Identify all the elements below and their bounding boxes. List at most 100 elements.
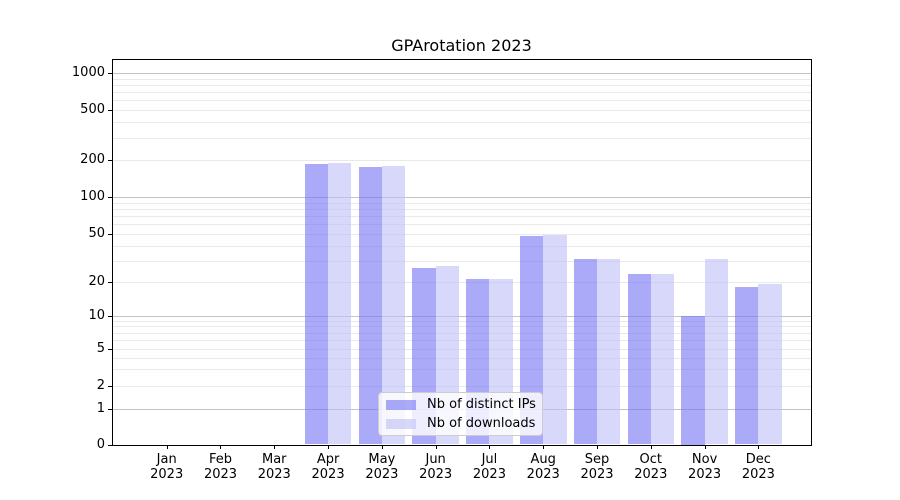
- x-tick-label: Jun 2023: [406, 452, 466, 482]
- x-tick-year: 2023: [311, 466, 345, 482]
- x-tick-mark: [597, 444, 599, 449]
- minor-gridline: [112, 122, 811, 124]
- x-tick-year: 2023: [688, 466, 722, 482]
- bar-downloads: [597, 258, 621, 445]
- bar-downloads: [704, 258, 728, 445]
- x-tick-year: 2023: [741, 466, 775, 482]
- x-tick-label: Jul 2023: [459, 452, 519, 482]
- x-tick-year: 2023: [419, 466, 453, 482]
- y-tick-label: 100: [80, 189, 105, 204]
- y-tick-mark: [107, 316, 112, 317]
- minor-gridline: [112, 339, 811, 341]
- plot-area: Nb of distinct IPs Nb of downloads: [111, 58, 812, 446]
- major-gridline: [112, 72, 811, 74]
- bar-distinct-ips: [304, 163, 329, 445]
- y-tick-mark: [107, 408, 112, 410]
- y-tick-label: 500: [80, 102, 105, 118]
- x-tick-mark: [543, 444, 545, 449]
- y-tick-label: 1000: [71, 64, 105, 80]
- minor-gridline: [112, 202, 811, 204]
- x-tick-mark: [489, 444, 491, 449]
- x-tick-month: Aug: [530, 451, 556, 467]
- minor-gridline: [112, 357, 811, 359]
- x-tick-label: Oct 2023: [621, 452, 681, 482]
- bar-distinct-ips: [627, 274, 651, 445]
- bar-downloads: [650, 274, 675, 445]
- x-tick-month: Apr: [316, 451, 340, 467]
- x-tick-month: Feb: [208, 451, 232, 467]
- minor-gridline: [112, 245, 811, 247]
- x-tick-label: Jan 2023: [137, 452, 197, 482]
- x-tick-month: Jan: [156, 451, 177, 467]
- x-tick-mark: [758, 444, 760, 449]
- bar-downloads: [381, 165, 406, 445]
- bar-distinct-ips: [358, 167, 382, 445]
- bar-distinct-ips: [735, 286, 759, 445]
- legend-label-distinct-ips: Nb of distinct IPs: [427, 397, 536, 412]
- minor-gridline: [112, 208, 811, 210]
- x-tick-label: Sep 2023: [567, 452, 627, 482]
- minor-gridline: [112, 326, 811, 328]
- x-tick-year: 2023: [472, 466, 506, 482]
- y-tick-mark: [107, 281, 112, 283]
- y-tick-label: 50: [88, 226, 105, 242]
- x-tick-mark: [328, 444, 330, 449]
- x-tick-month: Nov: [691, 451, 718, 467]
- bar-distinct-ips: [573, 258, 598, 445]
- legend-swatch-downloads: [386, 418, 416, 429]
- minor-gridline: [112, 320, 811, 322]
- y-tick-label: 2: [96, 378, 105, 393]
- legend-label-downloads: Nb of downloads: [427, 416, 536, 431]
- major-gridline: [112, 197, 811, 198]
- x-tick-year: 2023: [526, 466, 560, 482]
- bar-distinct-ips: [681, 316, 705, 445]
- minor-gridline: [112, 260, 811, 262]
- bar-downloads: [543, 235, 567, 445]
- x-tick-mark: [381, 444, 383, 449]
- x-tick-month: Jul: [481, 451, 498, 467]
- x-tick-mark: [274, 444, 276, 449]
- x-tick-mark: [220, 444, 222, 449]
- minor-gridline: [112, 281, 811, 283]
- x-tick-month: Dec: [745, 451, 771, 467]
- x-tick-label: Nov 2023: [675, 452, 735, 482]
- x-tick-label: Feb 2023: [190, 452, 250, 482]
- x-tick-label: Dec 2023: [728, 452, 788, 482]
- y-tick-mark: [107, 110, 112, 112]
- x-tick-year: 2023: [203, 466, 238, 482]
- minor-gridline: [112, 100, 811, 102]
- x-tick-mark: [166, 444, 168, 449]
- x-tick-mark: [650, 444, 652, 449]
- x-tick-month: Sep: [584, 451, 610, 467]
- x-tick-month: May: [368, 451, 396, 467]
- bar-downloads: [758, 284, 782, 445]
- minor-gridline: [112, 369, 811, 371]
- minor-gridline: [112, 159, 811, 161]
- y-tick-mark: [107, 444, 112, 446]
- legend-item-distinct-ips: Nb of distinct IPs: [386, 396, 536, 413]
- minor-gridline: [112, 386, 811, 387]
- x-tick-label: May 2023: [352, 452, 412, 482]
- y-tick-mark: [107, 386, 112, 387]
- minor-gridline: [112, 224, 811, 226]
- y-tick-label: 1: [96, 400, 105, 416]
- y-tick-mark: [107, 234, 112, 236]
- major-gridline: [112, 316, 811, 317]
- minor-gridline: [112, 216, 811, 218]
- chart-title: GPArotation 2023: [391, 36, 532, 55]
- y-tick-label: 10: [88, 308, 105, 323]
- bar-downloads: [328, 163, 352, 445]
- y-tick-mark: [107, 72, 112, 74]
- x-tick-year: 2023: [634, 466, 668, 482]
- legend-swatch-distinct-ips: [386, 399, 416, 410]
- y-tick-label: 0: [96, 436, 105, 452]
- minor-gridline: [112, 234, 811, 236]
- x-tick-label: Aug 2023: [513, 452, 573, 482]
- minor-gridline: [112, 84, 811, 86]
- minor-gridline: [112, 137, 811, 139]
- legend: Nb of distinct IPs Nb of downloads: [378, 392, 543, 436]
- y-tick-label: 200: [80, 151, 105, 167]
- x-tick-month: Jun: [425, 451, 446, 467]
- x-tick-month: Oct: [639, 451, 663, 467]
- y-tick-mark: [107, 348, 112, 350]
